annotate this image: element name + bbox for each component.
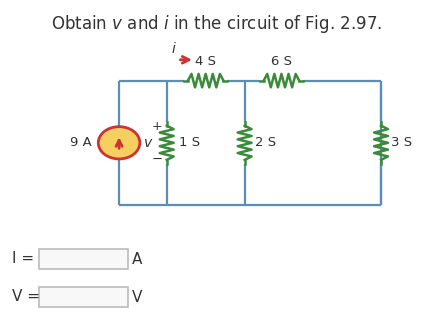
Text: 6 S: 6 S bbox=[271, 55, 292, 68]
Text: 9 A: 9 A bbox=[70, 136, 92, 149]
Text: $v$: $v$ bbox=[143, 136, 154, 150]
Text: 1 S: 1 S bbox=[179, 136, 200, 149]
Text: 4 S: 4 S bbox=[195, 55, 216, 68]
Text: Obtain $v$ and $i$ in the circuit of Fig. 2.97.: Obtain $v$ and $i$ in the circuit of Fig… bbox=[51, 13, 382, 35]
Text: V: V bbox=[132, 290, 142, 304]
Text: −: − bbox=[152, 153, 163, 166]
Text: $i$: $i$ bbox=[171, 41, 177, 56]
Circle shape bbox=[98, 127, 140, 159]
Text: A: A bbox=[132, 252, 142, 267]
Text: V =: V = bbox=[12, 289, 40, 304]
Text: 2 S: 2 S bbox=[255, 136, 276, 149]
Bar bbox=[39, 249, 128, 269]
Text: 3 S: 3 S bbox=[391, 136, 412, 149]
Text: I =: I = bbox=[12, 251, 34, 266]
Text: +: + bbox=[152, 120, 162, 133]
Bar bbox=[39, 287, 128, 307]
